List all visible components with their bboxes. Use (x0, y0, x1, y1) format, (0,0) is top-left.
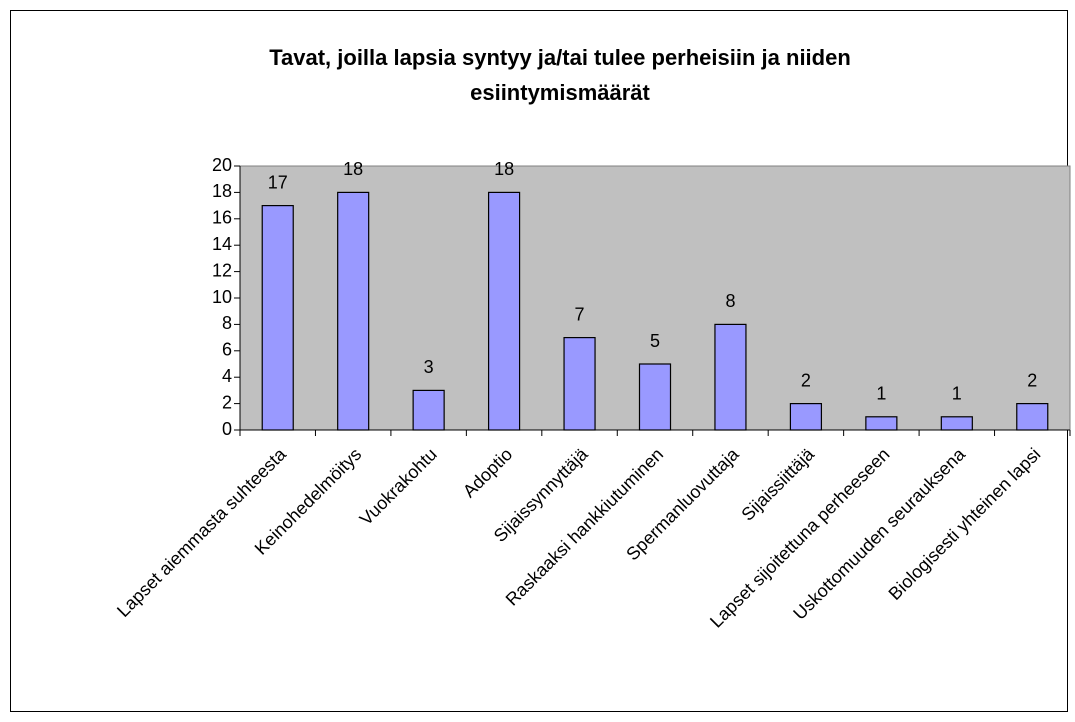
x-tick-label: Raskaaksi hankkiutuminen (502, 444, 668, 610)
y-tick-label: 20 (212, 155, 232, 175)
y-tick-label: 16 (212, 208, 232, 228)
bar (261, 205, 294, 431)
y-tick-label: 0 (222, 419, 232, 439)
x-tick-label: Vuokrakohtu (356, 444, 441, 529)
y-tick-label: 12 (212, 260, 232, 280)
chart-title: Tavat, joilla lapsia syntyy ja/tai tulee… (269, 45, 851, 105)
data-label: 2 (801, 370, 811, 390)
bar (638, 363, 672, 431)
data-label: 5 (650, 331, 660, 351)
bar (865, 416, 898, 431)
data-label: 18 (343, 159, 363, 179)
x-tick-label: Adoptio (459, 444, 516, 501)
y-tick-label: 4 (222, 366, 232, 386)
data-label: 8 (725, 291, 735, 311)
data-label: 7 (575, 304, 585, 324)
y-tick-label: 10 (212, 287, 232, 307)
bar (563, 337, 596, 431)
data-label: 17 (268, 172, 288, 192)
bar (412, 389, 445, 431)
bar (940, 416, 973, 431)
bar (1016, 403, 1049, 431)
data-label: 2 (1027, 370, 1037, 390)
bar (487, 191, 521, 431)
data-label: 1 (876, 384, 886, 404)
y-tick-label: 14 (212, 234, 232, 254)
y-tick-label: 2 (222, 392, 232, 412)
data-label: 3 (424, 357, 434, 377)
bar (337, 191, 370, 431)
bar (789, 403, 823, 431)
y-tick-label: 18 (212, 181, 232, 201)
x-tick-label: Sijaissiittäjä (737, 443, 818, 524)
x-tick-label: Biologisesti yhteinen lapsi (885, 444, 1045, 604)
bar (714, 323, 747, 431)
y-tick-label: 6 (222, 340, 232, 360)
data-label: 1 (952, 384, 962, 404)
y-tick-label: 8 (222, 313, 232, 333)
data-label: 18 (494, 159, 514, 179)
